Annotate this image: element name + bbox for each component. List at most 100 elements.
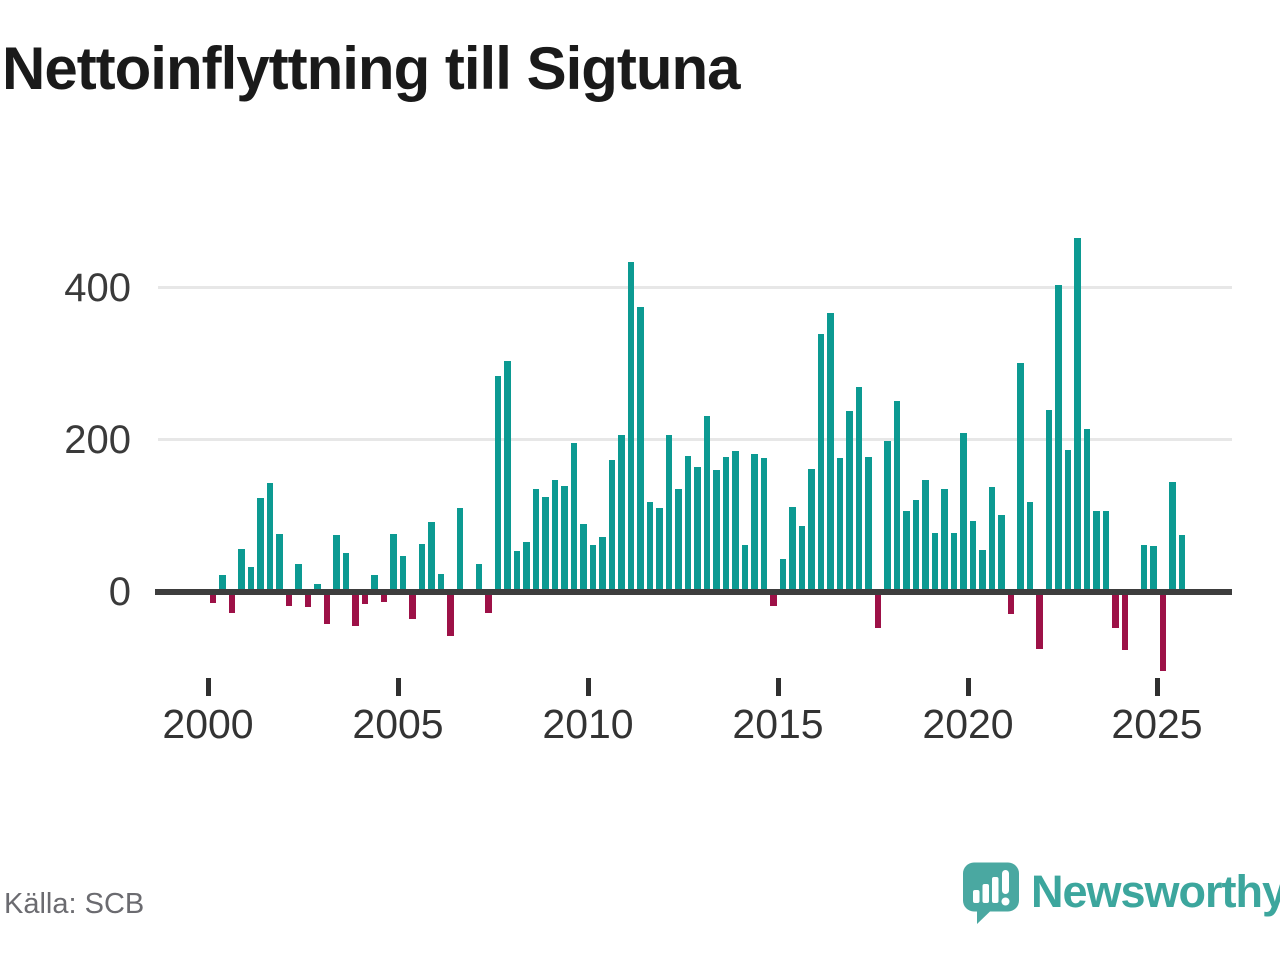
bar-positive [789,506,796,589]
bar-positive [608,459,616,589]
bar-positive [371,575,378,589]
bar-negative [380,595,388,602]
bar-positive [599,537,606,589]
bar-positive [504,361,511,589]
bar-positive [1045,410,1053,589]
bar-positive [238,548,245,589]
source-caption: Källa: SCB [4,888,145,920]
bar-negative [352,595,359,627]
newsworthy-logo-icon [963,862,1019,924]
bar-negative [874,595,882,629]
x-tick-label-2020: 2020 [922,701,1014,747]
bar-positive [523,541,530,589]
bar-positive [551,479,559,589]
bar-positive [494,376,502,589]
bar-negative [485,595,492,614]
x-tick-label-2000: 2000 [162,701,254,747]
bar-positive [257,497,264,589]
bar-positive [865,456,872,589]
bar-negative [285,595,293,607]
bar-positive [1064,449,1072,589]
bar-positive [1102,511,1110,589]
bar-positive [846,411,853,589]
bar-positive [855,386,863,589]
bar-positive [741,544,749,589]
bar-positive [428,522,435,589]
bar-positive [247,566,255,589]
bar-positive [836,457,844,589]
x-tick-mark-2025 [1155,678,1160,696]
bar-positive [570,443,578,589]
bar-negative [209,595,217,603]
gridline-200 [158,438,1232,441]
bar-positive [437,573,445,589]
bar-positive [751,454,758,589]
bar-positive [418,544,426,589]
bar-positive [1017,363,1024,589]
bar-positive [542,497,549,589]
bar-positive [390,534,397,589]
gridline-400 [158,286,1232,289]
bar-negative [447,595,454,637]
bar-positive [665,435,673,589]
bar-positive [969,520,977,589]
bar-positive [684,456,692,589]
bar-negative [1007,595,1015,614]
bar-positive [979,550,986,589]
bar-positive [219,574,226,589]
bar-negative [1159,595,1167,671]
bar-positive [1055,285,1062,589]
bar-positive [456,507,464,589]
bar-negative [304,595,312,608]
bar-positive [1074,237,1081,589]
bar-positive [912,500,920,589]
bar-positive [713,469,720,589]
bar-positive [314,584,321,589]
bar-positive [618,435,625,589]
bar-negative [1121,595,1129,650]
x-tick-label-2010: 2010 [542,701,634,747]
bar-positive [827,313,834,589]
y-tick-label-400: 400 [64,266,131,310]
bar-positive [637,307,644,589]
bar-positive [931,532,939,589]
newsworthy-logo-text: Newsworthy [1031,866,1280,917]
bar-positive [561,486,568,589]
page-title: Nettoinflyttning till Sigtuna [2,35,741,102]
bar-positive [798,525,806,589]
x-tick-mark-2015 [776,678,781,696]
bar-positive [893,400,901,589]
x-tick-label-2005: 2005 [352,701,444,747]
bar-positive [295,563,302,589]
bar-positive [1026,501,1034,589]
bar-positive [722,456,730,589]
bar-positive [998,515,1005,589]
bar-positive [1093,510,1100,589]
bar-negative [770,595,777,606]
bar-positive [276,533,283,589]
bar-positive [1178,535,1186,589]
bar-positive [1083,429,1091,589]
bar-negative [1036,595,1043,649]
bar-positive [960,433,967,589]
y-tick-label-200: 200 [64,418,131,462]
bar-positive [589,544,597,589]
bar-negative [228,595,236,614]
bar-positive [779,558,787,589]
bar-positive [513,551,521,589]
bar-negative [409,595,416,620]
bar-positive [656,507,663,589]
x-tick-mark-2010 [586,678,591,696]
bar-positive [342,553,350,589]
bar-positive [580,523,587,589]
bar-negative [361,595,369,605]
bar-positive [646,502,654,589]
bar-positive [627,262,635,589]
y-tick-label-0: 0 [108,570,131,614]
bar-positive [760,458,768,589]
bar-positive [1169,481,1176,589]
bar-positive [1140,544,1148,589]
bar-positive [694,467,701,589]
bar-positive [732,451,739,589]
x-tick-mark-2020 [966,678,971,696]
